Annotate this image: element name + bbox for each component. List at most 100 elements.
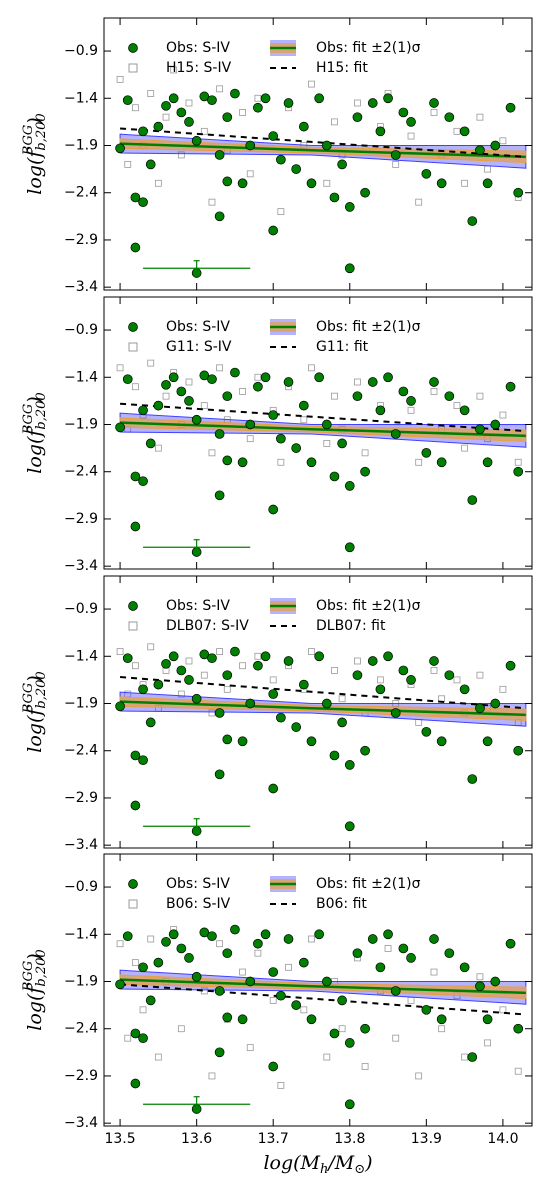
model-point [453, 676, 461, 684]
obs-point [122, 374, 133, 385]
y-tick-label: −1.4 [64, 648, 98, 664]
obs-point [138, 684, 148, 695]
obs-point [184, 953, 194, 963]
plot-frame [103, 853, 533, 1127]
label-part: BGG [21, 961, 36, 993]
obs-point [276, 154, 286, 165]
obs-point [444, 670, 455, 681]
obs-point [268, 410, 279, 420]
obs-point [298, 957, 309, 968]
label-part: ⊙ [354, 1162, 365, 1177]
x-tick-label: 13.9 [411, 1131, 442, 1147]
model-point [407, 132, 415, 140]
legend-label: H15: fit [316, 60, 368, 76]
y-tick-label: −3.4 [64, 837, 98, 853]
obs-point [214, 429, 225, 439]
obs-point [176, 107, 187, 118]
obs-point [153, 957, 164, 968]
obs-point [176, 386, 187, 397]
obs-point [367, 656, 378, 666]
legend-label: DLB07: fit [316, 618, 386, 634]
legend-marker [128, 342, 138, 352]
model-point [331, 118, 338, 126]
obs-point [475, 145, 485, 156]
model-point [208, 1072, 216, 1080]
model-point [476, 671, 484, 679]
obs-point [314, 93, 324, 104]
model-fit-line [120, 402, 526, 433]
obs-point [337, 995, 347, 1006]
obs-point [207, 95, 217, 106]
model-point [116, 75, 124, 83]
obs-point [321, 698, 332, 709]
obs-point [459, 126, 470, 137]
y-tick-label: −2.4 [64, 464, 98, 480]
obs-point [467, 1052, 478, 1062]
model-point [147, 643, 155, 651]
model-point [300, 416, 308, 424]
y-tick-label: −2.4 [64, 743, 98, 759]
obs-point [429, 656, 439, 666]
model-point [499, 137, 507, 145]
model-point [308, 80, 315, 88]
obs-point [513, 745, 524, 756]
obs-point [490, 976, 501, 987]
model-point [499, 1006, 507, 1014]
obs-point [367, 934, 378, 944]
model-point [476, 973, 484, 981]
plot-frame [103, 296, 533, 570]
obs-point [245, 419, 256, 430]
y-tick-label: −2.4 [64, 1021, 98, 1037]
obs-point [467, 774, 478, 784]
obs-point [421, 726, 432, 737]
obs-point [115, 422, 125, 433]
y-tick-label: −3.4 [64, 558, 98, 574]
model-point [177, 151, 185, 159]
obs-point [199, 91, 210, 102]
model-point [323, 1053, 331, 1061]
obs-point [360, 745, 370, 756]
model-point [200, 671, 208, 679]
model-point [476, 392, 484, 400]
legend-marker [128, 601, 138, 611]
model-point [269, 676, 277, 684]
obs-point [191, 693, 202, 704]
obs-point [199, 370, 210, 381]
label-part: log(f [24, 427, 46, 474]
model-point [162, 113, 170, 121]
obs-point [291, 164, 302, 174]
obs-point [276, 712, 286, 723]
model-point [285, 963, 292, 971]
obs-point [253, 381, 263, 392]
obs-point [398, 665, 409, 676]
model-point [415, 1072, 423, 1080]
model-point [430, 667, 438, 674]
obs-point [306, 1014, 317, 1025]
legend-label: Obs: S-IV [166, 40, 230, 56]
obs-point [314, 651, 324, 662]
obs-point [329, 471, 340, 482]
label-part: BGG [21, 125, 36, 157]
obs-point [153, 400, 164, 411]
model-point [147, 359, 155, 367]
obs-point [199, 649, 210, 660]
obs-point [421, 447, 432, 458]
legend-label: B06: fit [316, 896, 367, 912]
obs-point [138, 126, 148, 137]
x-tick-label: 13.8 [334, 1131, 365, 1147]
obs-point [207, 374, 217, 385]
model-point [223, 685, 231, 693]
y-tick-label: −0.9 [64, 879, 98, 895]
legend-label: G11: S-IV [166, 339, 232, 355]
obs-point [406, 675, 416, 685]
model-point [300, 1006, 308, 1014]
model-point [147, 935, 155, 943]
fit-line [120, 142, 526, 159]
obs-point [214, 150, 225, 160]
model-point [354, 378, 361, 386]
legend-label: Obs: fit ±2(1)σ [316, 598, 421, 614]
obs-point [184, 675, 194, 685]
model-point [246, 435, 254, 443]
obs-point [360, 1023, 370, 1034]
obs-point [222, 1012, 233, 1023]
